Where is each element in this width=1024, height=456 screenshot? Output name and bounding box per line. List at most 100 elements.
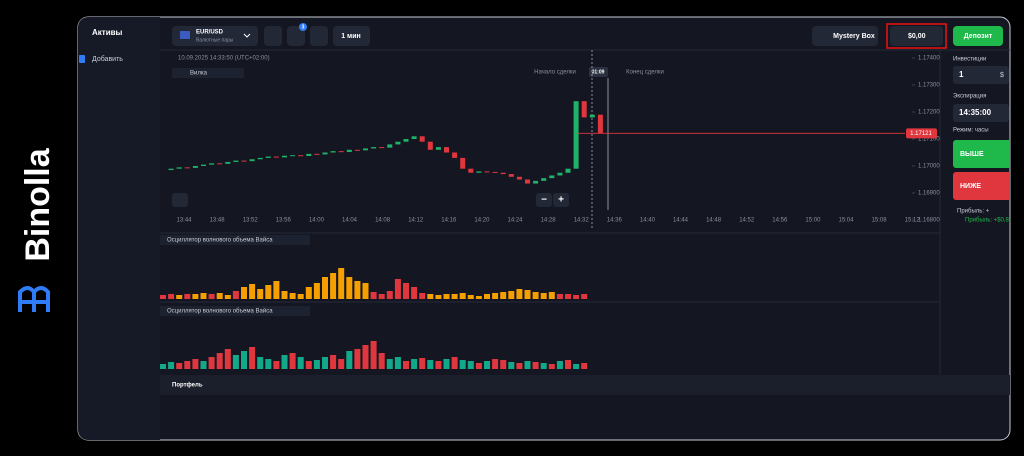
- volume-bar: [168, 294, 175, 299]
- volume-bar: [378, 353, 385, 369]
- y-tick-label: 1.16800: [918, 218, 940, 224]
- volume-bar: [257, 289, 264, 299]
- candle: [314, 153, 320, 155]
- candle: [176, 167, 182, 169]
- x-tick-label: 14:12: [408, 218, 424, 224]
- zoom-out-icon: −: [541, 195, 547, 206]
- brand: Binolla: [19, 147, 57, 261]
- volume-bar: [297, 357, 304, 369]
- volume-bar: [581, 363, 588, 369]
- balance-btn[interactable]: [890, 26, 943, 46]
- candle: [241, 160, 247, 162]
- volume-bar: [305, 361, 312, 369]
- mystery-btn[interactable]: [812, 26, 878, 46]
- x-tick-label: 14:24: [507, 218, 523, 224]
- volume-bar: [249, 347, 256, 369]
- timeframe: 1 мин: [341, 33, 361, 40]
- volume-bar: [273, 361, 280, 369]
- candle: [273, 156, 279, 158]
- candle: [403, 139, 409, 142]
- volume-bar: [443, 359, 450, 369]
- candle: [419, 136, 425, 142]
- higher-btn[interactable]: [953, 140, 1013, 168]
- osc-name: Осциллятор волнового объема Вайса: [167, 237, 273, 244]
- x-tick-label: 15:00: [805, 218, 821, 224]
- candle: [217, 163, 223, 165]
- timeframe-btn[interactable]: [333, 26, 370, 46]
- add-icon[interactable]: [79, 55, 85, 63]
- volume-bar: [330, 273, 337, 299]
- volume-bar: [532, 362, 539, 369]
- lower-btn[interactable]: [953, 172, 1013, 200]
- badge: [299, 23, 307, 31]
- candle: [557, 172, 563, 176]
- volume-bar: [484, 361, 490, 369]
- chart-type-btn[interactable]: [310, 26, 328, 46]
- volume-bar: [176, 363, 183, 369]
- volume-bar: [338, 359, 345, 369]
- volume-bar: [435, 295, 442, 299]
- x-tick-label: 14:08: [375, 218, 391, 224]
- higher: ВЫШЕ: [960, 151, 984, 158]
- volume-bar: [216, 353, 223, 369]
- candle: [225, 161, 231, 164]
- profit: Прибыль: +$0,8: [965, 218, 1010, 224]
- volume-bar: [411, 359, 418, 369]
- candle: [573, 101, 579, 169]
- x-tick-label: 15:12: [905, 218, 921, 224]
- deposit-btn[interactable]: [953, 26, 1003, 46]
- add-asset[interactable]: Добавить: [92, 55, 123, 63]
- volume-bar: [273, 281, 280, 299]
- x-tick-label: 14:32: [574, 218, 590, 224]
- sidebar: [78, 17, 160, 440]
- volume-bar: [451, 294, 458, 299]
- badge-count: 3: [302, 24, 305, 30]
- candle: [306, 153, 312, 157]
- volume-bar: [313, 360, 320, 369]
- volume-bar: [500, 292, 507, 299]
- candle: [209, 163, 215, 165]
- indicators-btn[interactable]: [264, 26, 282, 46]
- chevron: [243, 33, 251, 38]
- candle: [484, 171, 490, 173]
- candle: [330, 151, 336, 153]
- asset-select[interactable]: [172, 26, 258, 46]
- candle: [476, 171, 482, 173]
- volume-bar: [443, 294, 450, 299]
- volume-bar: [338, 268, 345, 299]
- candle: [290, 155, 296, 157]
- volume-bar: [565, 360, 571, 369]
- volume-bar: [556, 294, 563, 299]
- expiry-input[interactable]: [953, 104, 1009, 122]
- volume-bar: [548, 292, 555, 299]
- volume-bar: [532, 292, 539, 299]
- volume-bar: [354, 281, 361, 299]
- zoom-out[interactable]: [536, 193, 552, 207]
- settings-btn[interactable]: [172, 193, 188, 207]
- zoom-in[interactable]: [553, 193, 569, 207]
- volume-bar: [492, 359, 499, 369]
- candle: [549, 175, 555, 179]
- portfolio[interactable]: Портфель: [172, 382, 203, 389]
- volume-bar: [208, 357, 215, 369]
- volume-bar: [475, 296, 482, 299]
- volume-bar: [346, 277, 353, 299]
- volume-bar: [297, 294, 304, 299]
- candle: [597, 114, 603, 134]
- volume-bar: [524, 361, 531, 369]
- volume-bar: [556, 361, 563, 369]
- x-tick-label: 14:20: [474, 218, 490, 224]
- volume-bar: [168, 362, 175, 369]
- volume-bar: [330, 355, 337, 369]
- lower: НИЖЕ: [960, 183, 981, 190]
- drawing-btn[interactable]: [287, 26, 305, 46]
- portfolio-bar: [160, 375, 1010, 395]
- y-tick-label: 1.16900: [918, 191, 940, 197]
- candle: [338, 151, 344, 153]
- candle: [516, 176, 522, 180]
- candle: [427, 141, 433, 150]
- volume-bar: [216, 293, 223, 299]
- amount-input[interactable]: [953, 66, 1009, 84]
- volume-bar: [224, 295, 231, 299]
- candle: [322, 152, 328, 155]
